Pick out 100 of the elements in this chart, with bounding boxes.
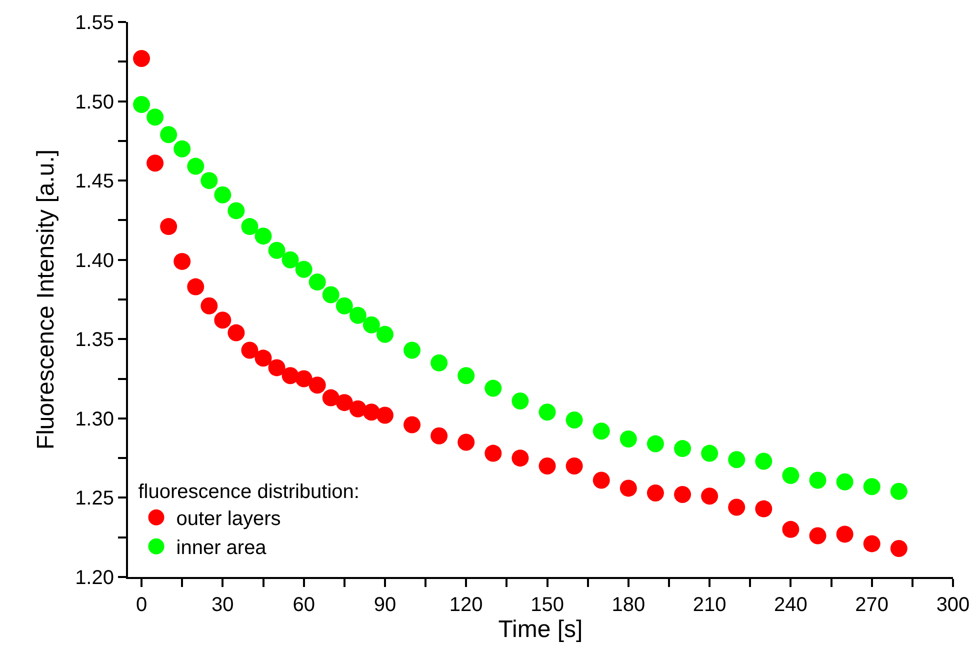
point [890,540,908,557]
y-tick-label: 1.45 [75,170,114,193]
point [214,312,232,329]
point [200,172,218,190]
point [187,278,204,296]
point [484,380,502,397]
legend-label: inner area [176,537,268,560]
point [133,96,150,113]
point [336,394,353,412]
x-tick-label: 120 [449,594,483,616]
y-tick-label: 1.20 [75,567,114,589]
point [336,297,353,314]
point [160,126,178,144]
point [512,450,529,467]
point [349,306,366,324]
y-tick-label: 1.55 [75,12,114,34]
point [566,458,583,474]
x-axis-title: Time [s] [498,616,583,643]
point [646,435,664,452]
point [809,527,826,544]
point [728,498,746,516]
legend-title: fluorescence distribution: [138,480,360,503]
y-tick-label: 1.25 [75,488,114,510]
point [254,228,272,245]
legend-label: outer layers [176,508,281,530]
point [404,342,421,359]
point [863,535,880,552]
point [592,472,610,489]
point [349,400,366,418]
point [254,350,272,367]
point [458,367,475,384]
point [268,242,286,259]
point [376,326,394,343]
point [376,406,394,424]
x-tick-label: 30 [212,594,234,616]
point [174,252,191,270]
point [308,274,326,291]
y-tick-label: 1.40 [75,250,114,272]
point [863,478,880,496]
point [809,472,826,489]
y-tick-label: 1.30 [75,408,114,430]
point [674,440,692,458]
point [282,367,299,384]
point [295,370,312,388]
point [674,486,692,504]
point [890,482,908,500]
x-tick-label: 0 [136,594,148,616]
point [782,520,800,538]
point [160,218,178,236]
point [484,444,502,462]
point [200,297,218,314]
x-tick-label: 90 [374,594,396,616]
point [430,427,448,444]
point [241,342,258,359]
x-tick-label: 240 [774,594,808,616]
point [174,140,191,158]
point [430,354,448,372]
point [836,526,854,543]
point [701,444,718,462]
y-tick-label: 1.50 [75,91,114,114]
point [592,422,610,440]
point [187,158,204,175]
point [308,376,326,394]
point [836,473,854,490]
point [228,324,245,342]
point [538,404,556,421]
point [458,434,475,451]
point [268,359,286,376]
x-tick-label: 180 [612,594,646,616]
point [782,467,800,484]
point [620,480,637,497]
point [146,108,164,126]
point [322,286,340,304]
x-tick-label: 210 [692,594,726,616]
point [728,451,746,468]
point [214,186,232,204]
x-tick-label: 60 [292,594,315,616]
point [566,412,583,428]
point [404,416,421,434]
point [701,488,718,505]
point [362,316,380,334]
point [146,154,164,172]
x-tick-label: 300 [936,594,970,616]
point [755,500,772,518]
point [295,260,312,278]
x-tick-label: 270 [855,594,889,616]
x-tick-label: 150 [530,594,564,616]
point [228,202,245,220]
y-axis-title: Fluorescence Intensity [a.u.] [32,149,60,450]
point [362,404,380,421]
point [512,392,529,410]
point [646,484,664,502]
point [538,458,556,474]
point [241,218,258,236]
point [322,389,340,406]
y-tick-label: 1.35 [75,329,114,352]
point [133,50,150,67]
point [620,430,637,448]
point [755,452,772,470]
point [282,251,299,268]
